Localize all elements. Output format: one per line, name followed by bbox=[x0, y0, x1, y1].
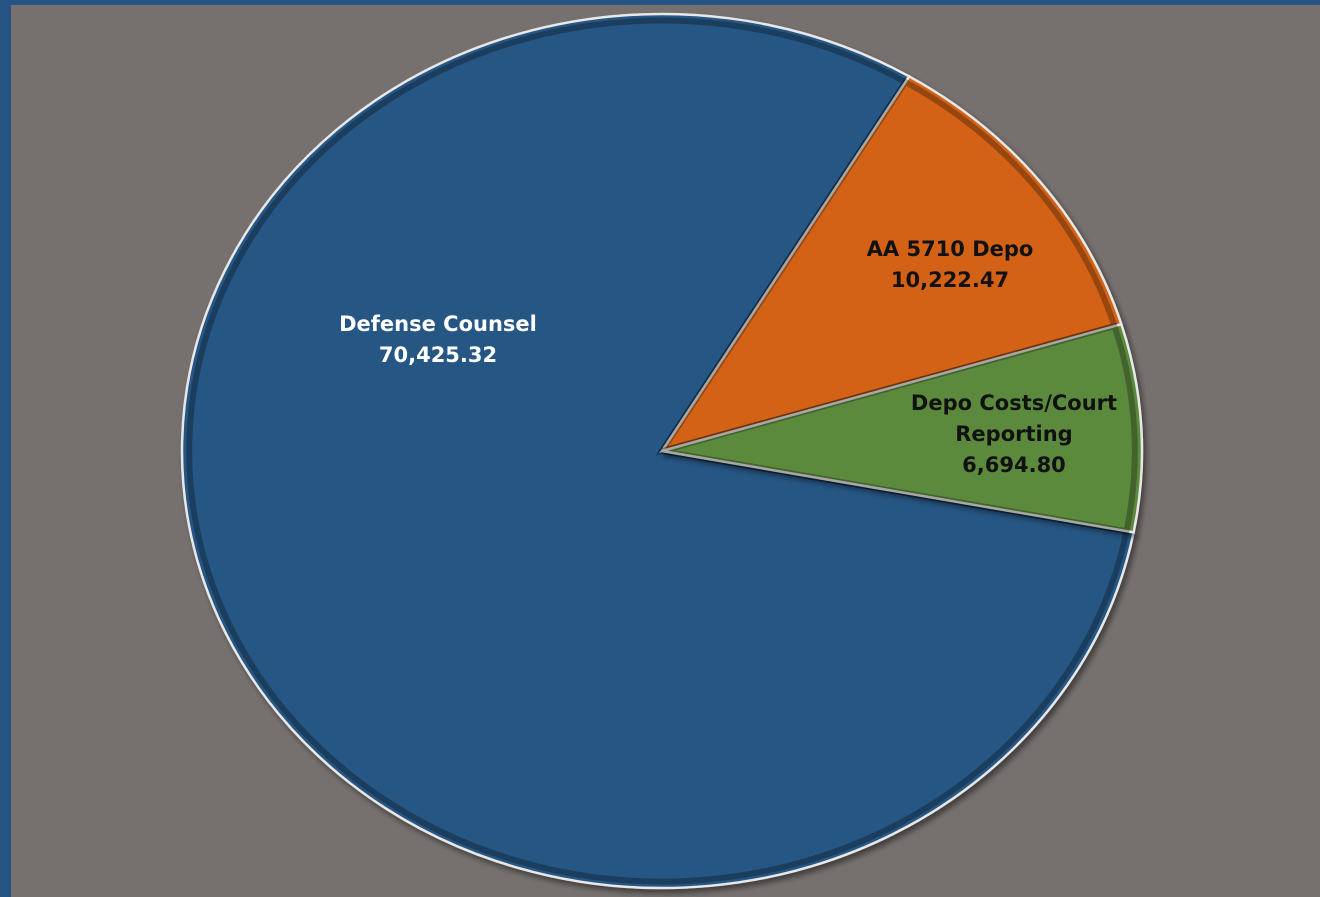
pie-slice-edge-aa-5710-depo bbox=[655, 78, 1119, 456]
data-label-line: Depo Costs/Court bbox=[911, 391, 1117, 415]
data-label-aa-5710-depo: AA 5710 Depo 10,222.47 bbox=[867, 237, 1034, 292]
pie-slice-defense-counsel bbox=[180, 12, 1136, 890]
data-label-depo-costs-court-reporting: Depo Costs/Court Reporting 6,694.80 bbox=[911, 391, 1117, 477]
pie-slice-aa-5710-depo bbox=[659, 74, 1123, 454]
pie-slice-depo-costs-court-reporting bbox=[661, 322, 1144, 534]
data-label-defense-counsel: Defense Counsel 70,425.32 bbox=[339, 312, 537, 367]
data-label-line: 70,425.32 bbox=[379, 343, 497, 367]
pie-slice-edge-defense-counsel bbox=[186, 17, 1131, 885]
data-label-line: 6,694.80 bbox=[962, 453, 1066, 477]
data-label-line: Reporting bbox=[955, 422, 1072, 446]
data-label-line: Defense Counsel bbox=[339, 312, 537, 336]
pie-slice-edge-depo-costs-court-reporting bbox=[661, 322, 1138, 535]
data-label-line: 10,222.47 bbox=[891, 268, 1009, 292]
data-label-line: AA 5710 Depo bbox=[867, 237, 1034, 261]
